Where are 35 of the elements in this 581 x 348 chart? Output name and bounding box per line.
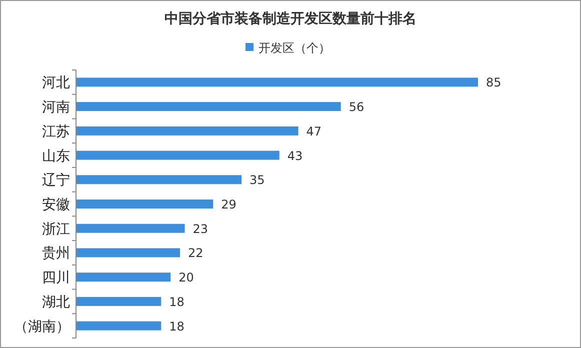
y-tick-label: 安徽 [42,197,70,213]
y-tick-label: 辽宁 [42,172,70,189]
y-tick-label: 河南 [42,100,70,116]
y-tick-label: （湖南） [14,318,70,335]
data-label: 22 [188,246,204,260]
y-tick-label: 湖北 [42,294,70,310]
data-label: 18 [169,294,184,309]
data-label: 18 [169,319,184,334]
bar [76,78,478,87]
bar [76,126,298,136]
data-label: 23 [192,222,208,236]
bar [76,175,242,184]
chart-title: 中国分省市装备制造开发区数量前十排名 [164,10,416,27]
y-tick-label: 贵州 [42,246,70,262]
y-tick-label: 浙江 [42,221,70,238]
bar [76,224,185,233]
data-label: 35 [250,173,265,188]
data-label: 20 [178,270,194,285]
bar [76,150,280,160]
y-tick-label: 江苏 [42,124,70,140]
bar [76,272,171,282]
legend-label: 开发区（个） [258,41,330,55]
y-tick-label: 山东 [42,148,70,164]
bar [76,248,180,258]
data-label: 29 [221,198,236,212]
y-tick-label: 河北 [42,75,70,92]
y-tick-label: 四川 [42,270,70,286]
data-label: 47 [306,124,322,138]
bar [76,200,214,208]
bar [76,296,162,306]
bar [76,321,162,330]
data-label: 56 [348,100,364,114]
data-label: 43 [287,148,303,163]
bar [76,102,341,112]
data-label: 85 [486,76,502,90]
